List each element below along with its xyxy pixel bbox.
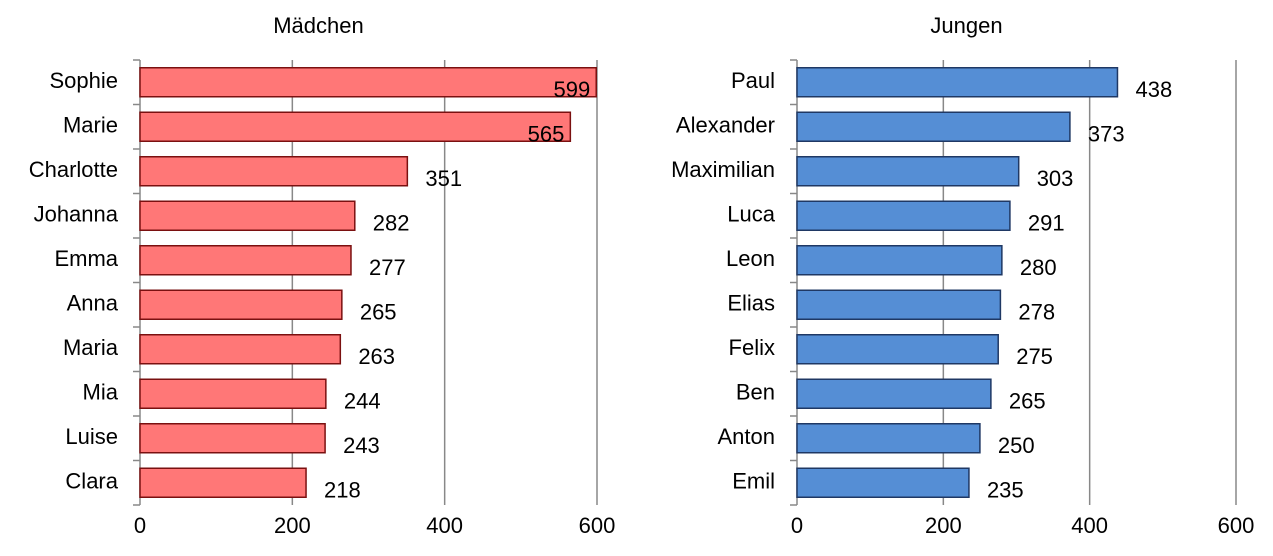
y-tick-label: Johanna	[34, 202, 119, 227]
chart-title: Jungen	[930, 13, 1002, 38]
y-tick-label: Felix	[729, 335, 775, 360]
bar	[139, 378, 327, 409]
bar	[139, 156, 409, 187]
chart-title: Mädchen	[273, 13, 364, 38]
value-label: 243	[343, 433, 380, 458]
bar	[139, 334, 342, 365]
bar	[796, 111, 1071, 142]
y-tick-label: Anna	[67, 291, 119, 316]
x-tick-label: 600	[579, 513, 616, 538]
y-tick-label: Emil	[732, 469, 775, 494]
y-tick-label: Luca	[727, 202, 775, 227]
x-tick-label: 200	[274, 513, 311, 538]
y-tick-label: Leon	[726, 246, 775, 271]
value-label: 265	[1009, 389, 1046, 414]
value-label: 351	[425, 166, 462, 191]
x-tick-label: 400	[426, 513, 463, 538]
bar	[796, 423, 981, 454]
y-tick-label: Ben	[736, 380, 775, 405]
y-tick-label: Charlotte	[29, 157, 118, 182]
y-tick-label: Maria	[63, 335, 119, 360]
bar	[796, 67, 1119, 98]
value-label: 438	[1135, 77, 1172, 102]
bar	[796, 467, 970, 498]
y-tick-label: Paul	[731, 68, 775, 93]
value-label: 291	[1028, 211, 1065, 236]
value-label: 277	[369, 255, 406, 280]
x-tick-label: 200	[925, 513, 962, 538]
value-label: 218	[324, 478, 361, 503]
value-label: 282	[373, 211, 410, 236]
value-label: 373	[1088, 122, 1125, 147]
value-label: 265	[360, 300, 397, 325]
x-tick-label: 0	[791, 513, 803, 538]
x-tick-label: 400	[1071, 513, 1108, 538]
bar	[139, 423, 326, 454]
y-tick-label: Sophie	[49, 68, 118, 93]
bar	[139, 467, 307, 498]
value-label: 235	[987, 478, 1024, 503]
bar	[139, 289, 343, 320]
value-label: 565	[528, 122, 565, 147]
y-tick-label: Elias	[727, 291, 775, 316]
value-label: 263	[358, 344, 395, 369]
value-label: 244	[344, 389, 381, 414]
value-label: 275	[1016, 344, 1053, 369]
x-tick-label: 0	[134, 513, 146, 538]
y-tick-label: Maximilian	[671, 157, 775, 182]
bar	[796, 334, 999, 365]
y-tick-label: Clara	[65, 469, 118, 494]
bar	[796, 378, 992, 409]
value-label: 250	[998, 433, 1035, 458]
y-tick-label: Luise	[65, 424, 118, 449]
y-tick-label: Mia	[83, 380, 119, 405]
x-tick-label: 600	[1218, 513, 1255, 538]
bar	[139, 200, 356, 231]
bar	[796, 289, 1002, 320]
value-label: 278	[1018, 300, 1055, 325]
y-tick-label: Marie	[63, 113, 118, 138]
bar	[796, 156, 1020, 187]
bar	[796, 200, 1011, 231]
value-label: 599	[554, 77, 591, 102]
bar	[139, 67, 597, 98]
y-tick-label: Alexander	[676, 113, 775, 138]
y-tick-label: Anton	[718, 424, 776, 449]
bar	[139, 245, 352, 276]
value-label: 280	[1020, 255, 1057, 280]
bar	[139, 111, 572, 142]
y-tick-label: Emma	[54, 246, 118, 271]
bar	[796, 245, 1003, 276]
value-label: 303	[1037, 166, 1074, 191]
